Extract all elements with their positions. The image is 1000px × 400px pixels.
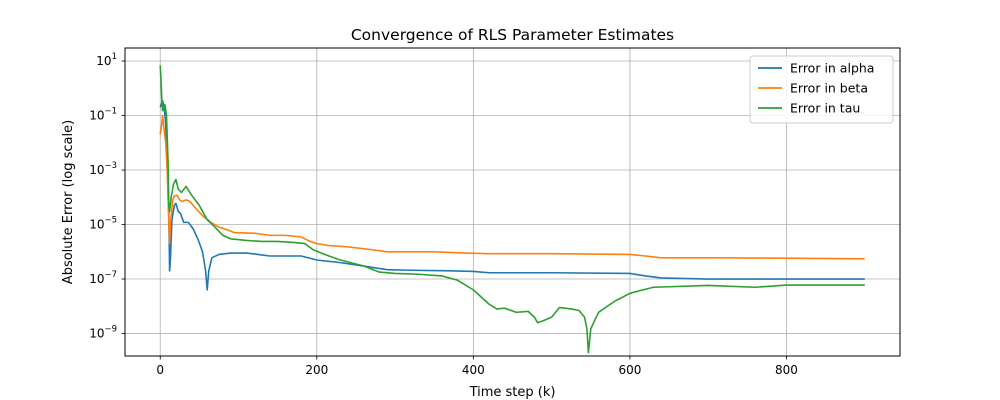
x-axis-label: Time step (k) (469, 385, 556, 400)
y-axis: 101 10−1 10−3 10−5 10−7 10−9 (89, 52, 125, 341)
x-tick-label: 400 (462, 363, 485, 377)
x-tick-label: 0 (156, 363, 164, 377)
y-tick-label: 10−1 (89, 107, 117, 123)
chart-title: Convergence of RLS Parameter Estimates (351, 26, 674, 44)
plot-frame (124, 47, 901, 357)
y-axis-label: Absolute Error (log scale) (61, 120, 76, 284)
x-axis: 0 200 400 600 800 (156, 356, 798, 377)
y-tick-label: 10−3 (89, 161, 117, 177)
legend-label-3: Error in tau (790, 101, 860, 116)
y-tick-label: 101 (96, 52, 117, 68)
legend-label-1: Error in alpha (790, 61, 874, 76)
x-tick-label: 200 (305, 363, 328, 377)
y-tick-label: 10−5 (89, 216, 117, 232)
y-tick-label: 10−9 (89, 325, 117, 341)
series-lines (159, 65, 865, 354)
series-line-1 (159, 99, 865, 291)
x-tick-label: 600 (618, 363, 641, 377)
y-tick-label: 10−7 (89, 270, 117, 286)
series-line-3 (159, 65, 865, 354)
series-line-2 (159, 114, 865, 260)
legend-label-2: Error in beta (790, 81, 868, 96)
legend: Error in alpha Error in beta Error in tau (749, 55, 894, 124)
legend-box (749, 55, 894, 124)
x-tick-label: 800 (775, 363, 798, 377)
